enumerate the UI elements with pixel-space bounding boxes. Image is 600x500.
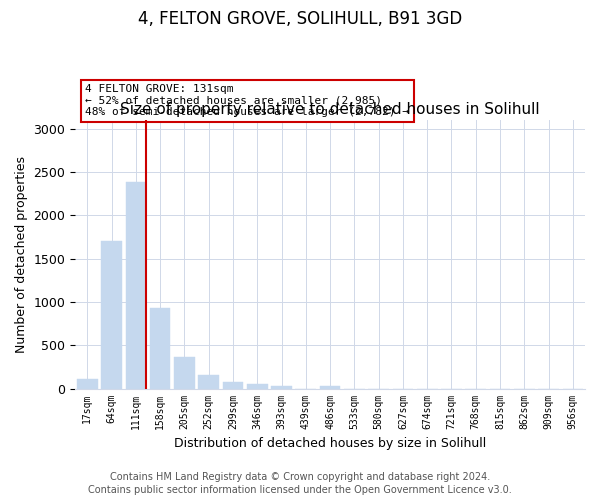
Bar [125, 182, 146, 388]
Bar [174, 358, 195, 388]
Bar [271, 386, 292, 388]
Text: Contains HM Land Registry data © Crown copyright and database right 2024.: Contains HM Land Registry data © Crown c… [110, 472, 490, 482]
Text: 4 FELTON GROVE: 131sqm
← 52% of detached houses are smaller (2,985)
48% of semi-: 4 FELTON GROVE: 131sqm ← 52% of detached… [85, 84, 409, 117]
Bar [320, 386, 340, 388]
Bar [101, 242, 122, 388]
Bar [247, 384, 268, 388]
X-axis label: Distribution of detached houses by size in Solihull: Distribution of detached houses by size … [174, 437, 486, 450]
Y-axis label: Number of detached properties: Number of detached properties [15, 156, 28, 353]
Bar [77, 379, 98, 388]
Title: Size of property relative to detached houses in Solihull: Size of property relative to detached ho… [120, 102, 540, 118]
Text: Contains public sector information licensed under the Open Government Licence v3: Contains public sector information licen… [88, 485, 512, 495]
Bar [150, 308, 170, 388]
Bar [223, 382, 243, 388]
Text: 4, FELTON GROVE, SOLIHULL, B91 3GD: 4, FELTON GROVE, SOLIHULL, B91 3GD [138, 10, 462, 28]
Bar [199, 375, 219, 388]
